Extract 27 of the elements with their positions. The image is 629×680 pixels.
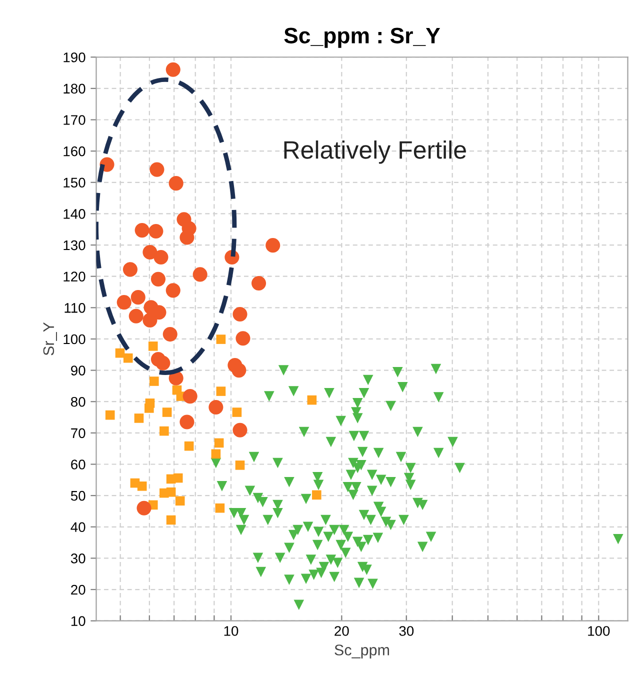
x-tick-label: 20	[334, 626, 349, 636]
y-tick-label: 190	[64, 52, 86, 62]
x-tick-label: 10	[224, 626, 238, 636]
y-tick-label: 50	[70, 490, 86, 501]
annotation: Relatively Fertile	[284, 140, 466, 164]
y-tick-label: 30	[70, 554, 86, 564]
x-axis-title: Sc_ppm	[334, 644, 390, 658]
y-tick-label: 160	[64, 146, 86, 156]
y-tick-label: 130	[64, 240, 86, 250]
y-tick-label: 100	[64, 334, 86, 344]
y-tick-label: 150	[64, 178, 86, 188]
y-tick-label: 70	[71, 428, 86, 438]
x-tick-label: 100	[588, 626, 610, 636]
y-tick-label: 10	[71, 616, 86, 626]
x-tick-label: 30	[399, 626, 414, 636]
chart-title: Sc_ppm : Sr_Y	[284, 28, 440, 48]
y-tick-label: 20	[71, 584, 86, 595]
y-tick-label: 170	[64, 115, 86, 125]
y-tick-label: 80	[70, 396, 86, 407]
y-axis-title: Sr_Y	[43, 322, 57, 356]
y-tick-label: 110	[64, 302, 86, 313]
y-tick-label: 140	[64, 209, 86, 219]
y-tick-label: 60	[71, 460, 86, 470]
y-tick-label: 180	[64, 84, 86, 94]
y-tick-label: 120	[64, 272, 86, 282]
y-tick-label: 90	[71, 366, 86, 376]
y-tick-label: 40	[70, 522, 86, 532]
